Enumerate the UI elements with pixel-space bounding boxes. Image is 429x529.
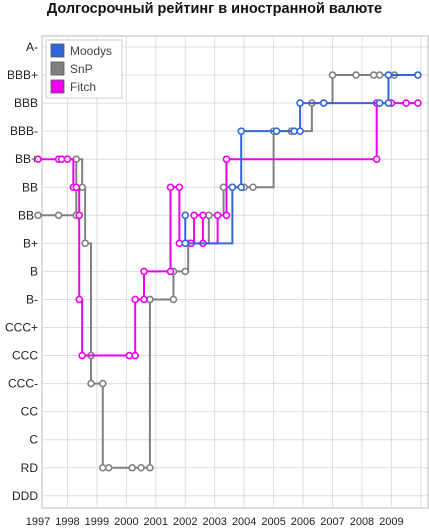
data-point-moodys: [181, 239, 190, 248]
chart-title: Долгосрочный рейтинг в иностранной валют…: [46, 1, 383, 17]
x-tick-label: 2009: [379, 516, 403, 528]
x-tick-label: 2002: [173, 516, 197, 528]
data-point-snp: [375, 71, 384, 79]
data-point-snp: [181, 267, 190, 276]
data-point-moodys: [296, 99, 304, 107]
series-moodys: [181, 71, 422, 248]
y-tick-label: BBB: [14, 96, 38, 110]
data-point-snp: [137, 463, 145, 472]
y-tick-label: CCC+: [5, 321, 38, 335]
y-tick-label: BBB+: [7, 68, 38, 82]
y-tick-label: BB: [22, 180, 38, 194]
data-point-fitch: [190, 211, 198, 220]
x-tick-label: 1997: [26, 516, 50, 528]
y-axis-labels: A-BBB+BBBBBB-BB+BBBB-B+BB-CCC+CCCCCC-CCC…: [5, 40, 38, 503]
data-point-fitch: [78, 351, 86, 360]
data-point-fitch: [140, 295, 148, 304]
data-point-fitch: [222, 155, 231, 163]
data-point-snp: [87, 379, 95, 388]
data-point-fitch: [213, 211, 222, 220]
x-tick-label: 2003: [202, 516, 226, 528]
y-tick-label: CCC-: [8, 377, 38, 391]
data-point-fitch: [75, 211, 84, 220]
data-point-snp: [34, 211, 42, 220]
y-tick-label: A-: [26, 40, 38, 54]
legend-label-moodys: Moodys: [70, 44, 112, 58]
data-point-moodys: [272, 127, 281, 135]
y-tick-label: B: [30, 264, 38, 278]
x-tick-label: 2000: [114, 516, 138, 528]
data-point-fitch: [402, 99, 410, 107]
data-point-fitch: [75, 295, 84, 304]
data-point-snp: [98, 379, 107, 388]
x-tick-label: 1999: [85, 516, 109, 528]
data-point-moodys: [319, 99, 328, 107]
data-point-fitch: [131, 295, 139, 304]
x-axis-labels: 1997 1998 1999 2000 2001 2002 2003 2004 2005 2006…: [26, 516, 404, 528]
data-point-snp: [249, 183, 257, 192]
data-point-fitch: [199, 211, 207, 220]
y-tick-label: B-: [26, 292, 38, 306]
data-point-moodys: [181, 211, 190, 220]
x-tick-label: 2008: [350, 516, 374, 528]
data-point-fitch: [166, 183, 175, 192]
data-point-fitch: [140, 267, 148, 276]
data-point-moodys: [237, 127, 246, 135]
data-point-snp: [328, 71, 337, 79]
x-tick-label: 2005: [261, 516, 285, 528]
plot-area: [41, 35, 429, 509]
data-point-fitch: [166, 267, 175, 276]
x-tick-label: 2007: [320, 516, 344, 528]
data-point-snp: [352, 71, 360, 79]
legend-swatch-snp: [50, 61, 65, 76]
legend-label-fitch: Fitch: [70, 80, 96, 94]
data-point-moodys: [228, 183, 237, 192]
data-point-moodys: [237, 183, 246, 192]
data-point-snp: [128, 463, 137, 472]
y-tick-label: B+: [23, 236, 38, 250]
y-tick-label: BB+: [15, 152, 38, 166]
y-tick-label: BBB-: [10, 124, 38, 138]
data-point-fitch: [414, 99, 422, 107]
data-point-snp: [81, 239, 89, 248]
y-tick-label: CC: [21, 405, 39, 419]
data-point-fitch: [72, 183, 81, 192]
data-point-moodys: [384, 71, 393, 79]
data-point-moodys: [414, 71, 422, 79]
data-point-fitch: [175, 183, 184, 192]
legend-label-snp: SnP: [70, 62, 93, 76]
data-point-moodys: [384, 99, 393, 107]
data-point-fitch: [131, 351, 139, 360]
legend-swatch-fitch: [50, 79, 65, 94]
y-tick-label: DDD: [12, 489, 38, 503]
x-tick-label: 1998: [55, 516, 79, 528]
data-point-fitch: [372, 155, 381, 163]
data-point-moodys: [375, 99, 384, 107]
data-point-snp: [169, 295, 178, 304]
y-tick-label: RD: [21, 461, 39, 475]
data-point-fitch: [63, 155, 72, 163]
y-tick-label: C: [29, 433, 38, 447]
data-point-fitch: [222, 211, 231, 220]
x-tick-label: 2006: [291, 516, 315, 528]
x-tick-label: 2001: [144, 516, 168, 528]
legend-swatch-moodys: [50, 43, 65, 58]
data-point-moodys: [296, 127, 304, 135]
x-tick-label: 2004: [232, 516, 256, 528]
data-point-snp: [104, 463, 113, 472]
legend: Moodys SnP Fitch: [45, 39, 123, 99]
data-point-fitch: [34, 155, 42, 163]
data-point-snp: [54, 211, 63, 220]
data-point-snp: [146, 463, 154, 472]
y-tick-label: BB-: [18, 208, 38, 222]
y-tick-label: CCC: [12, 349, 38, 363]
